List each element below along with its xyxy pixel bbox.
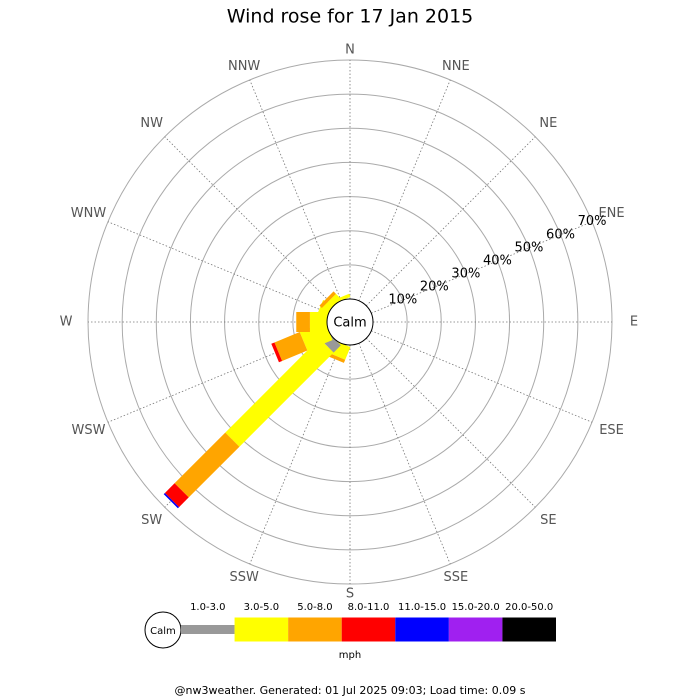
spoke [365, 136, 536, 307]
rose-segment [330, 293, 351, 305]
direction-label: E [630, 315, 638, 330]
legend-swatch [288, 617, 342, 642]
spoke [107, 221, 329, 314]
r-tick-label: 70% [578, 214, 607, 229]
unit-label: mph [339, 650, 361, 661]
direction-label: N [345, 43, 355, 58]
legend-swatch [448, 617, 503, 642]
direction-label: SSE [443, 570, 468, 585]
rose-segment [271, 342, 283, 363]
direction-label: S [346, 587, 354, 602]
legend-swatch [395, 617, 449, 642]
legend-label: 3.0-5.0 [244, 602, 279, 613]
rose-segment [296, 312, 310, 332]
direction-label: ESE [599, 423, 624, 438]
legend-swatch [341, 617, 396, 642]
direction-label: W [60, 315, 73, 330]
legend-label: 8.0-11.0 [348, 602, 390, 613]
r-tick-label: 10% [388, 293, 417, 308]
direction-label: SE [540, 513, 556, 528]
rose-segment [225, 338, 334, 447]
legend-label: 15.0-20.0 [452, 602, 500, 613]
r-tick-label: 40% [483, 253, 512, 268]
grid-ring [292, 264, 408, 380]
grid-ring [258, 230, 442, 414]
rose-segment [174, 432, 240, 498]
spoke [371, 221, 593, 314]
legend-swatch [502, 617, 556, 642]
calm-label: Calm [333, 316, 366, 331]
spoke [249, 79, 342, 301]
legend-swatch [234, 617, 289, 642]
direction-label: WSW [71, 423, 105, 438]
rose-segment [274, 332, 308, 361]
spoke [365, 337, 536, 508]
direction-label: NW [140, 116, 163, 131]
spoke [164, 136, 335, 307]
legend-label: 20.0-50.0 [505, 602, 553, 613]
direction-label: NNE [442, 59, 470, 74]
spoke [358, 79, 451, 301]
r-tick-label: 50% [515, 240, 544, 255]
chart-title: Wind rose for 17 Jan 2015 [227, 6, 474, 28]
rose-segment [163, 492, 180, 509]
direction-label: WNW [71, 206, 107, 221]
r-tick-label: 30% [451, 267, 480, 282]
rose-segment [319, 291, 336, 308]
grid-ring [121, 93, 579, 551]
legend-label: 11.0-15.0 [398, 602, 446, 613]
direction-label: NNW [228, 59, 260, 74]
rose-segment [164, 483, 189, 508]
spoke [249, 343, 342, 565]
legend-swatch [181, 625, 235, 634]
rose-segment [321, 293, 341, 313]
grid-ring [155, 127, 545, 517]
legend-calm-label: Calm [150, 626, 176, 637]
direction-label: NE [539, 116, 557, 131]
direction-label: SSW [229, 570, 259, 585]
r-tick-label: 20% [420, 280, 449, 295]
r-tick-label: 60% [546, 227, 575, 242]
legend-label: 5.0-8.0 [297, 602, 332, 613]
calm-circle [326, 298, 374, 346]
spoke [371, 330, 593, 423]
direction-label: SW [141, 513, 162, 528]
direction-label: ENE [598, 206, 624, 221]
footer: @nw3weather. Generated: 01 Jul 2025 09:0… [175, 684, 526, 697]
legend-label: 1.0-3.0 [190, 602, 225, 613]
spoke [358, 343, 451, 565]
